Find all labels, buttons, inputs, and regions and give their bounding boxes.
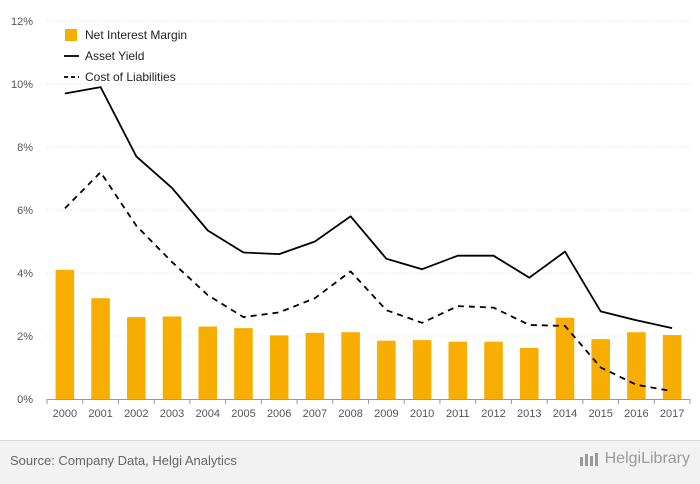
x-tick-label: 2001	[88, 408, 112, 420]
gridlines	[47, 20, 690, 337]
y-tick-label: 4%	[17, 268, 33, 280]
lines	[64, 86, 673, 392]
legend-label: Cost of Liabilities	[85, 70, 176, 84]
brand-name: HelgiLibrary	[604, 450, 690, 467]
brand-logo: HelgiLibrary	[579, 450, 690, 468]
x-tick-label: 2013	[517, 408, 541, 420]
legend: Net Interest Margin Asset Yield Cost of Li…	[64, 28, 187, 84]
x-tick-label: 2015	[588, 408, 612, 420]
y-tick-label: 12%	[11, 16, 33, 28]
y-tick-label: 10%	[11, 79, 33, 91]
bar	[91, 298, 110, 399]
bar	[591, 339, 610, 399]
bar	[627, 332, 646, 399]
x-tick-label: 2004	[196, 408, 220, 420]
footer: Source: Company Data, Helgi Analytics He…	[0, 440, 700, 484]
x-tick-label: 2003	[160, 408, 184, 420]
y-tick-label: 8%	[17, 142, 33, 154]
x-tick-label: 2007	[303, 408, 327, 420]
x-tick-label: 2008	[338, 408, 362, 420]
bar	[305, 332, 325, 399]
axes: 0% 2% 4% 6% 8% 10% 12% 2000 2001 2002 2003 2004 2005…	[11, 16, 691, 420]
bar	[662, 335, 682, 399]
series-line-dashed	[64, 171, 673, 392]
series-line	[64, 86, 673, 329]
x-tick-label: 2009	[374, 408, 398, 420]
x-tick-label: 2014	[553, 408, 577, 420]
x-tick-label: 2012	[481, 408, 505, 420]
bar	[198, 326, 218, 399]
bar	[127, 317, 146, 399]
bar	[234, 328, 253, 399]
y-tick-label: 0%	[17, 394, 33, 406]
x-tick-label: 2016	[624, 408, 648, 420]
x-tick-label: 2010	[410, 408, 434, 420]
bar	[269, 335, 289, 399]
bar	[448, 341, 468, 399]
y-tick-label: 2%	[17, 331, 33, 343]
legend-swatch	[65, 29, 77, 41]
bar	[519, 347, 539, 399]
bar	[377, 340, 396, 399]
chart-svg: 0% 2% 4% 6% 8% 10% 12% 2000 2001 2002 2003 2004 2005…	[11, 16, 691, 420]
legend-label: Asset Yield	[85, 49, 144, 63]
source-note: Source: Company Data, Helgi Analytics	[10, 453, 237, 468]
x-tick-label: 2006	[267, 408, 291, 420]
bar	[484, 341, 503, 399]
bar	[412, 340, 432, 399]
library-icon	[579, 453, 598, 466]
x-tick-label: 2017	[660, 408, 684, 420]
x-tick-label: 2011	[446, 408, 470, 420]
legend-label: Net Interest Margin	[85, 28, 187, 42]
x-tick-label: 2000	[53, 408, 77, 420]
bar	[55, 269, 75, 399]
bar	[555, 317, 575, 399]
bars	[55, 269, 682, 399]
bar	[162, 316, 182, 399]
y-tick-label: 6%	[17, 205, 33, 217]
x-tick-label: 2005	[231, 408, 255, 420]
x-tick-label: 2002	[124, 408, 148, 420]
bar	[341, 332, 360, 399]
